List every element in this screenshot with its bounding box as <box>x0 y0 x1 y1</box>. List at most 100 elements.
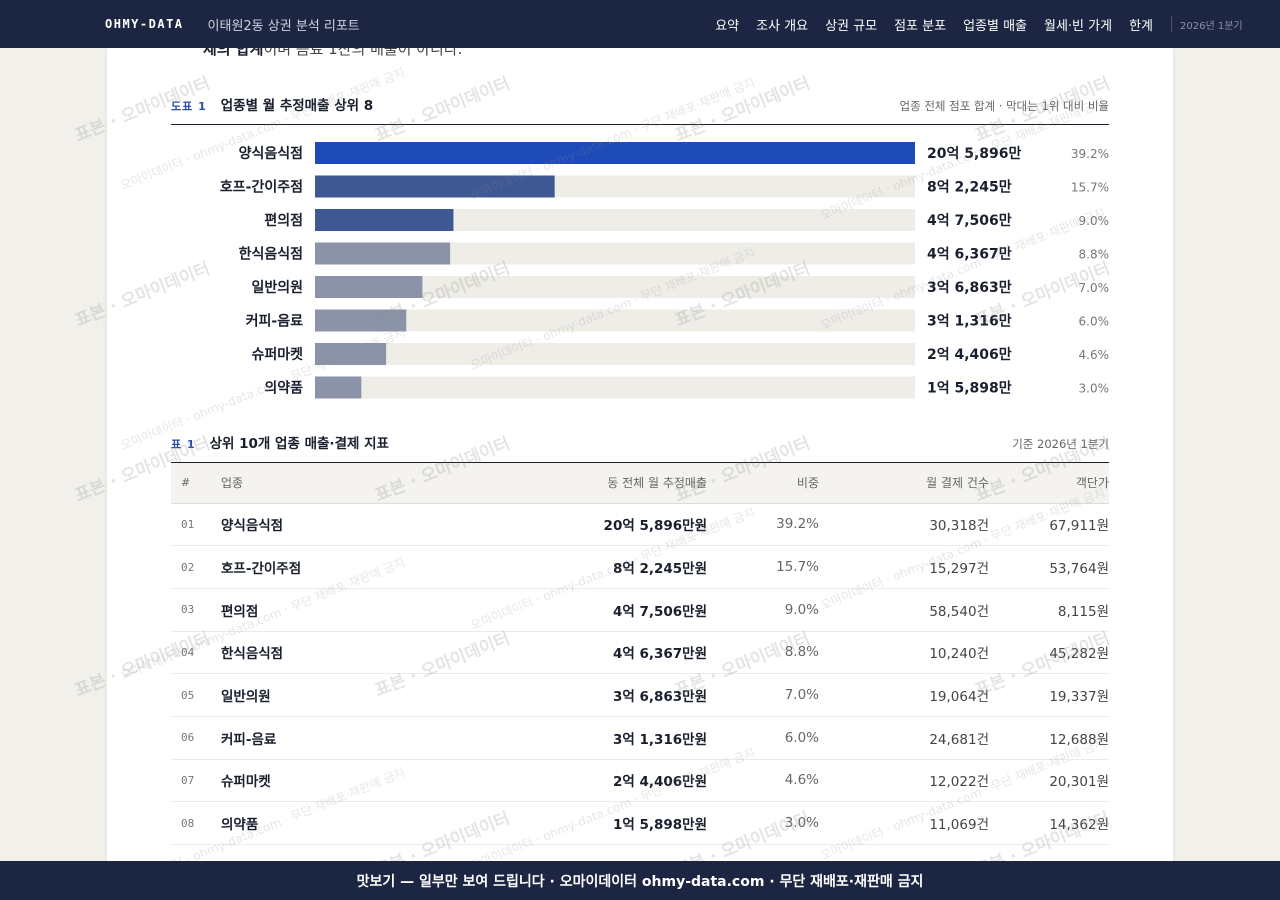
figure-note: 업종 전체 점포 합계 · 막대는 1위 대비 비율 <box>899 99 1110 113</box>
nav-item-limitations[interactable]: 한계 <box>1129 18 1153 34</box>
nav-divider <box>1171 16 1172 32</box>
cell-payment-count: 19,064건 <box>819 673 989 717</box>
top-navigation-bar: OHMY-DATA 이태원2동 상권 분석 리포트 요약 조사 개요 상권 규모… <box>0 0 1280 48</box>
bar-value-label: 3억 6,863만 <box>927 280 1012 296</box>
bar-track <box>315 309 915 332</box>
bar-chart: 양식음식점 20억 5,896만 39.2% 호프-간이주점 8억 2,245만 15.7… <box>220 142 1110 399</box>
bar-share-label: 39.2% <box>1071 147 1109 161</box>
cell-rank: 08 <box>171 801 221 845</box>
cell-payment-count: 58,540건 <box>819 588 989 632</box>
cell-share: 39.2% <box>707 503 819 547</box>
cell-monthly-sales: 2억 4,406만원 <box>441 759 707 803</box>
cell-monthly-sales: 8억 2,245만원 <box>441 545 707 589</box>
cell-unit-price: 20,301원 <box>989 759 1109 803</box>
table-note: 기준 2026년 1분기 <box>1012 437 1109 451</box>
bar-value-label: 20억 5,896만 <box>927 146 1022 162</box>
bar <box>315 142 915 164</box>
table-row: 04 한식음식점 4억 6,367만원 8.8% 10,240건 45,282원 <box>171 631 1109 675</box>
figure-title: 업종별 월 추정매출 상위 8 <box>220 98 374 114</box>
bar-value-label: 4억 7,506만 <box>927 213 1012 229</box>
cell-monthly-sales: 3억 6,863만원 <box>441 673 707 717</box>
nav-item-store-distribution[interactable]: 점포 분포 <box>894 18 947 34</box>
cell-rank: 07 <box>171 759 221 803</box>
cell-industry: 의약품 <box>221 801 441 845</box>
cell-share: 3.0% <box>707 801 819 845</box>
cell-payment-count: 12,022건 <box>819 759 989 803</box>
intro-rest: 이며 음료 1잔의 매출이 아니다. <box>263 48 463 58</box>
bar-category-label: 편의점 <box>264 212 303 229</box>
table-head-row: # 업종 동 전체 월 추정매출 비중 월 결제 건수 객단가 <box>171 463 1109 504</box>
bar-share-label: 6.0% <box>1079 315 1110 329</box>
footer-banner: 맛보기 — 일부만 보여 드립니다 · 오마이데이터 ohmy-data.com… <box>0 861 1280 900</box>
bar-category-label: 한식음식점 <box>239 246 303 263</box>
cell-unit-price: 53,764원 <box>989 545 1109 589</box>
cell-payment-count: 30,318건 <box>819 503 989 547</box>
nav-item-sales-by-industry[interactable]: 업종별 매출 <box>963 18 1027 34</box>
cell-rank: 01 <box>171 503 221 547</box>
bar-track <box>315 242 915 265</box>
cell-share: 4.6% <box>707 759 819 803</box>
bar-category-label: 의약품 <box>264 380 303 397</box>
cell-payment-count: 15,297건 <box>819 545 989 589</box>
cell-rank: 05 <box>171 673 221 717</box>
table-body: 01 양식음식점 20억 5,896만원 39.2% 30,318건 67,911원 02 호… <box>171 503 1109 845</box>
cell-monthly-sales: 1억 5,898만원 <box>441 801 707 845</box>
cell-industry: 호프-간이주점 <box>221 545 441 589</box>
col-monthly-sales: 동 전체 월 추정매출 <box>441 463 707 504</box>
nav-item-survey-overview[interactable]: 조사 개요 <box>756 18 809 34</box>
cell-rank: 02 <box>171 545 221 589</box>
cell-share: 9.0% <box>707 588 819 632</box>
cell-payment-count: 11,069건 <box>819 801 989 845</box>
cell-unit-price: 67,911원 <box>989 503 1109 547</box>
bar-category-label: 슈퍼마켓 <box>251 346 303 363</box>
nav-menu: 요약 조사 개요 상권 규모 점포 분포 업종별 매출 월세·빈 가게 한계 2… <box>698 15 1280 34</box>
cell-industry: 편의점 <box>221 588 441 632</box>
cell-industry: 커피-음료 <box>221 716 441 760</box>
intro-bold: 제의 합계 <box>203 48 264 58</box>
bar-share-label: 9.0% <box>1079 214 1110 228</box>
bar-category-label: 호프-간이주점 <box>220 179 303 196</box>
bar-category-label: 양식음식점 <box>239 145 303 162</box>
bar <box>315 242 451 265</box>
period-label: 2026년 1분기 <box>1180 20 1243 32</box>
bar-track <box>315 376 915 399</box>
nav-item-summary[interactable]: 요약 <box>715 18 740 34</box>
col-share: 비중 <box>707 463 819 504</box>
cell-unit-price: 45,282원 <box>989 631 1109 675</box>
bar-track <box>315 209 915 231</box>
cell-share: 6.0% <box>707 716 819 760</box>
brand-logo[interactable]: OHMY-DATA <box>105 17 184 31</box>
cell-industry: 양식음식점 <box>221 503 441 547</box>
cell-unit-price: 19,337원 <box>989 673 1109 717</box>
bar <box>315 175 555 198</box>
figure-tag: 도표 1 <box>171 100 207 113</box>
bar <box>315 209 454 231</box>
cell-rank: 06 <box>171 716 221 760</box>
nav-item-market-size[interactable]: 상권 규모 <box>825 18 878 34</box>
report-page: 제의 합계이며 음료 1잔의 매출이 아니다. 도표 1 업종별 월 추정매출 … <box>107 48 1173 861</box>
bar <box>315 376 362 399</box>
nav-item-rent-vacancy[interactable]: 월세·빈 가게 <box>1044 18 1113 34</box>
bar <box>315 343 387 365</box>
bar-value-label: 4억 6,367만 <box>927 247 1012 263</box>
table-row: 07 슈퍼마켓 2억 4,406만원 4.6% 12,022건 20,301원 <box>171 759 1109 803</box>
col-industry: 업종 <box>221 463 441 504</box>
cell-payment-count: 10,240건 <box>819 631 989 675</box>
table-row: 06 커피-음료 3억 1,316만원 6.0% 24,681건 12,688원 <box>171 716 1109 760</box>
cell-monthly-sales: 20억 5,896만원 <box>441 503 707 547</box>
bar-share-label: 4.6% <box>1079 348 1110 362</box>
cell-share: 8.8% <box>707 631 819 675</box>
cell-unit-price: 14,362원 <box>989 801 1109 845</box>
bar-share-label: 8.8% <box>1079 248 1110 262</box>
cell-monthly-sales: 4억 7,506만원 <box>441 588 707 632</box>
bar <box>315 276 423 298</box>
table-row: 01 양식음식점 20억 5,896만원 39.2% 30,318건 67,911원 <box>171 503 1109 547</box>
metrics-table: # 업종 동 전체 월 추정매출 비중 월 결제 건수 객단가 01 양식음식점 2… <box>171 463 1109 845</box>
col-payment-count: 월 결제 건수 <box>819 463 989 504</box>
bar-value-label: 8억 2,245만 <box>927 180 1012 196</box>
cell-industry: 한식음식점 <box>221 631 441 675</box>
bar-category-label: 커피-음료 <box>246 314 303 330</box>
cell-rank: 04 <box>171 631 221 675</box>
bar <box>315 309 407 332</box>
cell-unit-price: 8,115원 <box>989 588 1109 632</box>
